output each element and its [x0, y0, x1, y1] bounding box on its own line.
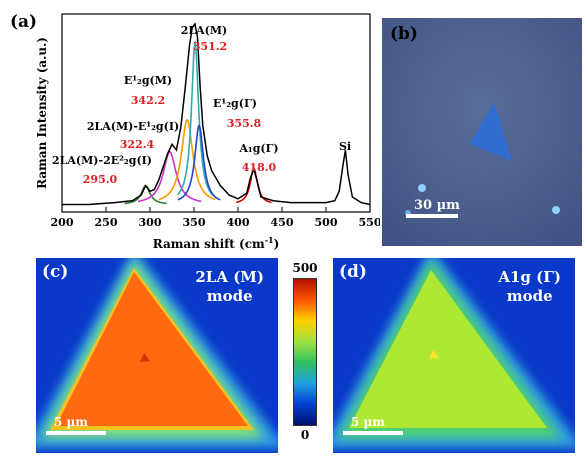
- raman-map-a1g: (d) A1g (Γ) mode 5 µm: [333, 258, 575, 453]
- panel-label-b: (b): [390, 24, 418, 44]
- x-tick-label: 400: [227, 216, 250, 229]
- peak-value: 322.4: [120, 138, 155, 151]
- peak-value: 295.0: [83, 173, 118, 186]
- panel-label-a: (a): [10, 12, 38, 32]
- map-image-2la: [36, 258, 278, 453]
- flake-triangle: [470, 102, 512, 161]
- panel-label-d: (d): [339, 262, 367, 282]
- peak-value: 418.0: [242, 161, 277, 174]
- map-mode-label-c-line2: mode: [206, 287, 253, 305]
- map-mode-label-d: A1g (Γ) mode: [498, 268, 561, 306]
- photo-scalebar-label: 30 µm: [414, 198, 460, 213]
- fitted-peak: [176, 39, 214, 196]
- raman-map-2la: (c) 2LA (M) mode 5 µm: [36, 258, 278, 453]
- photo-scalebar: [406, 214, 458, 218]
- map-mode-label-d-line1: A1g (Γ): [498, 268, 561, 286]
- colorbar-max: 500: [292, 261, 318, 275]
- map-scalebar-d: [343, 431, 403, 435]
- x-tick-label: 350: [183, 216, 206, 229]
- fitted-peak: [137, 150, 202, 203]
- x-tick-label: 450: [271, 216, 294, 229]
- raman-spectrum-chart: 200 250 300 350 400 450 500 550 Raman shift (cm-…: [35, 13, 380, 251]
- map-mode-label-c: 2LA (M) mode: [195, 268, 264, 306]
- y-axis-label: Raman Intensity (a.u.): [35, 37, 49, 189]
- panel-label-c: (c): [42, 262, 69, 282]
- peak-label: E¹₂g(M): [124, 74, 172, 87]
- map-mode-label-d-line2: mode: [506, 287, 553, 305]
- x-tick-label: 550: [359, 216, 380, 229]
- peak-label: A₁g(Γ): [238, 142, 278, 155]
- map-image-a1g: [333, 258, 575, 453]
- plot-frame: [61, 13, 371, 213]
- debris-spot: [418, 184, 426, 192]
- x-tick-label: 200: [51, 216, 74, 229]
- map-scalebar-c: [46, 431, 106, 435]
- spectrum-line: [62, 22, 371, 206]
- peak-value: 351.2: [193, 40, 227, 53]
- x-tick-label: 500: [315, 216, 338, 229]
- fitted-peak: [177, 124, 221, 201]
- map-mode-label-c-line1: 2LA (M): [195, 268, 264, 286]
- peak-label: 2LA(M): [181, 24, 228, 37]
- peak-label: 2LA(M)-E¹₂g(I): [87, 120, 179, 133]
- peak-label: E¹₂g(Γ): [213, 97, 257, 110]
- colorbar-min: 0: [300, 428, 310, 442]
- peak-label: Si: [339, 140, 351, 153]
- map-scalebar-label-c: 5 µm: [54, 415, 89, 429]
- x-tick-label: 300: [139, 216, 162, 229]
- optical-micrograph: (b) 30 µm: [382, 18, 582, 246]
- peak-value: 355.8: [227, 117, 262, 130]
- debris-spot: [552, 206, 560, 214]
- map-scalebar-label-d: 5 µm: [351, 415, 386, 429]
- colorbar: [293, 278, 317, 426]
- x-axis-label: Raman shift (cm-1): [153, 235, 280, 251]
- x-tick-label: 250: [95, 216, 118, 229]
- fitted-peak: [158, 118, 216, 201]
- peak-label: 2LA(M)-2E²₂g(I): [52, 154, 152, 167]
- micrograph-image: [382, 18, 582, 246]
- peak-value: 342.2: [131, 94, 165, 107]
